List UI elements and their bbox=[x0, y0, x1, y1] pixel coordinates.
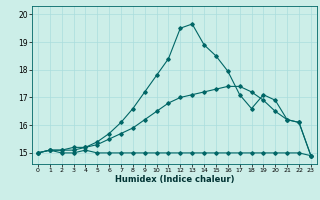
X-axis label: Humidex (Indice chaleur): Humidex (Indice chaleur) bbox=[115, 175, 234, 184]
